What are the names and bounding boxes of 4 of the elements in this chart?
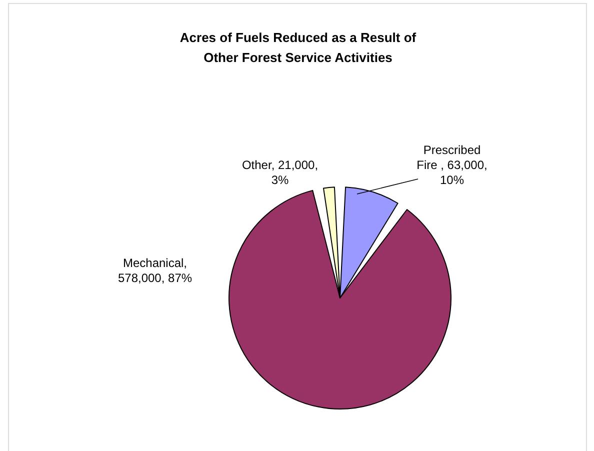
chart-title: Acres of Fuels Reduced as a Result of Other Forest Service Activities: [180, 30, 417, 65]
slice-label: Mechanical, 578,000, 87%: [118, 256, 192, 285]
slice-label: Other, 21,000, 3%: [242, 158, 318, 187]
slice-label: Prescribed Fire , 63,000, 10%: [416, 143, 488, 187]
